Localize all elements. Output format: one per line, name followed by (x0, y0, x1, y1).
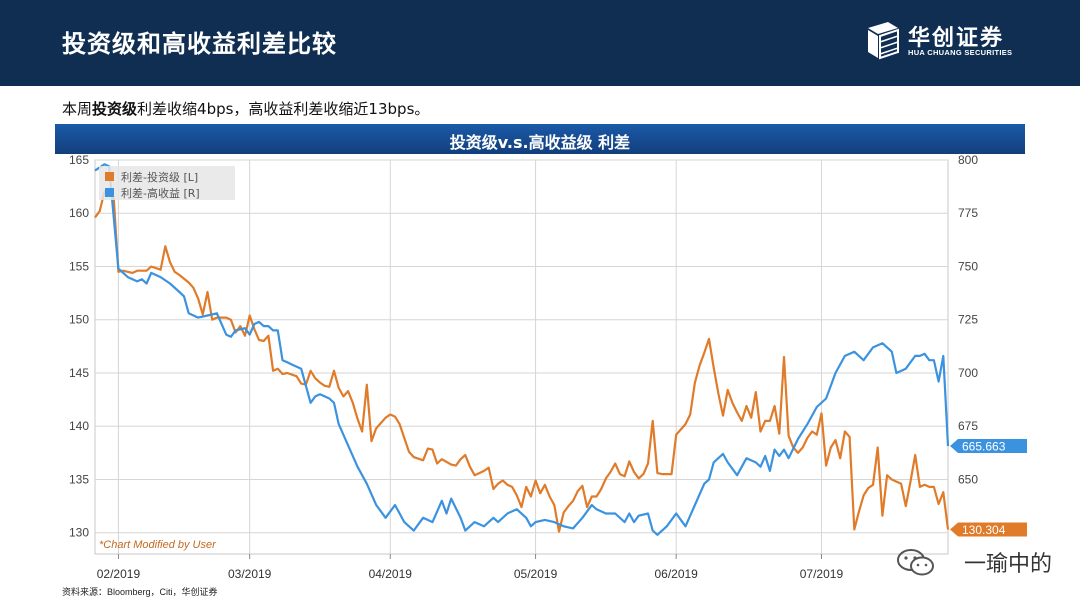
series-line-hy (94, 163, 950, 536)
wechat-icon (897, 549, 934, 576)
summary-prefix: 本周 (62, 100, 93, 118)
y-right-tick-label: 675 (958, 419, 978, 433)
legend-swatch (105, 172, 114, 181)
y-left-tick-label: 165 (69, 154, 89, 167)
logo-cube-icon (868, 22, 899, 60)
x-tick-label: 03/2019 (228, 567, 272, 581)
y-left-tick-label: 140 (69, 419, 89, 433)
legend-swatch (105, 188, 114, 197)
y-right-tick-label: 700 (958, 366, 978, 380)
x-tick-label: 06/2019 (654, 567, 698, 581)
legend-box (99, 166, 235, 200)
y-left-tick-label: 130 (69, 526, 89, 540)
watermark-text: 一瑜中的 (964, 552, 1053, 577)
page-title: 投资级和高收益利差比较 (62, 30, 337, 58)
summary-text: 本周投资级利差收缩4bps，高收益利差收缩近13bps。 (62, 98, 429, 119)
chart-title-banner: 投资级v.s.高收益级 利差 (55, 124, 1025, 154)
x-tick-label: 02/2019 (97, 567, 141, 581)
last-value-tag-ig (950, 522, 1027, 537)
y-left-tick-label: 155 (69, 259, 89, 273)
company-logo: 华创证券 HUA CHUANG SECURITIES (862, 18, 1032, 66)
chart-title: 投资级v.s.高收益级 利差 (449, 133, 631, 152)
summary-bold: 投资级 (92, 100, 138, 118)
series-line-ig (94, 187, 950, 533)
x-tick-label: 07/2019 (800, 567, 844, 581)
y-left-tick-label: 160 (69, 206, 89, 220)
legend-label: 利差-投资级 [L] (121, 170, 198, 184)
wechat-watermark: 一瑜中的 (890, 542, 1070, 582)
source-note: 资料来源：Bloomberg，Citi，华创证券 (62, 587, 218, 597)
y-left-tick-label: 135 (69, 472, 89, 486)
last-value-label-hy: 665.663 (962, 440, 1006, 454)
summary-rest: 利差收缩4bps，高收益利差收缩近13bps。 (137, 100, 430, 118)
chart-modified-note: *Chart Modified by User (99, 539, 217, 551)
header-bar: 投资级和高收益利差比较 华创证券 HUA CHUANG SECURITIES (0, 0, 1080, 86)
legend-label: 利差-高收益 [R] (121, 186, 200, 200)
last-value-tag-hy (950, 439, 1027, 454)
last-value-label-ig: 130.304 (962, 523, 1006, 537)
y-right-tick-label: 650 (958, 472, 978, 486)
logo-name-en: HUA CHUANG SECURITIES (908, 48, 1013, 57)
y-left-tick-label: 145 (69, 366, 89, 380)
logo-name-cn: 华创证券 (908, 26, 1005, 51)
y-left-tick-label: 150 (69, 313, 89, 327)
x-tick-label: 04/2019 (369, 567, 413, 581)
y-right-tick-label: 775 (958, 206, 978, 220)
spread-chart: 1301351401451501551601656256506757007257… (55, 154, 1027, 584)
y-right-tick-label: 725 (958, 313, 978, 327)
x-tick-label: 05/2019 (514, 567, 558, 581)
plot-area (94, 159, 949, 555)
y-right-tick-label: 800 (958, 154, 978, 167)
y-right-tick-label: 750 (958, 259, 978, 273)
